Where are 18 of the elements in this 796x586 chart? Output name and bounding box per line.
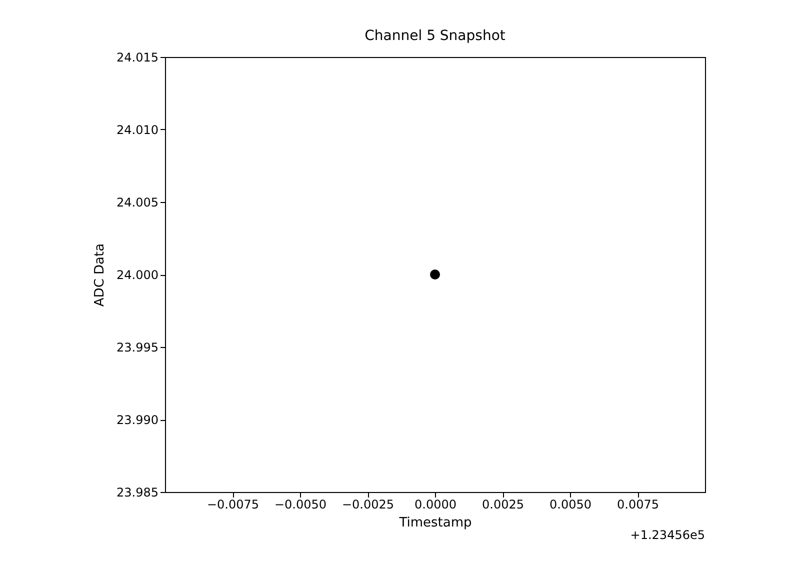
x-tick-label: −0.0050 xyxy=(274,498,327,512)
y-tick-label: 24.000 xyxy=(116,268,158,282)
y-tick-label: 24.015 xyxy=(116,50,158,64)
x-tick-label: 0.0025 xyxy=(482,498,524,512)
x-tick-label: −0.0025 xyxy=(342,498,394,512)
text: +1.23456e5 xyxy=(630,528,705,542)
y-tick-label: 23.990 xyxy=(116,413,158,427)
chart-title: Channel 5 Snapshot xyxy=(364,28,506,44)
y-tick-label: 24.010 xyxy=(116,123,158,137)
y-tick-label: 23.985 xyxy=(116,486,158,500)
y-tick-label: 24.005 xyxy=(116,196,158,210)
x-tick-label: −0.0075 xyxy=(206,498,260,512)
x-tick-label: 0.0050 xyxy=(550,498,592,512)
y-axis-title: ADC Data xyxy=(92,243,108,307)
y-tick-label: 23.995 xyxy=(116,340,158,354)
x-tick-label: 0.0075 xyxy=(617,498,659,512)
x-tick-label: 0.0000 xyxy=(414,498,456,512)
x-axis-title: Timestamp xyxy=(398,516,472,530)
